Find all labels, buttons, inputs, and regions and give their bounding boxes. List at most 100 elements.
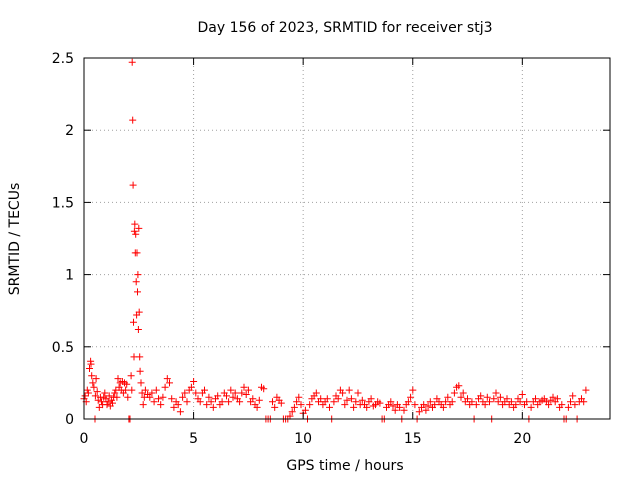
- x-axis-label: GPS time / hours: [286, 458, 403, 474]
- data-point: [129, 116, 137, 124]
- data-point: [114, 375, 122, 383]
- data-point: [343, 396, 351, 404]
- data-point: [532, 395, 539, 403]
- data-point: [334, 395, 342, 403]
- data-point: [152, 386, 160, 394]
- data-point: [98, 398, 105, 406]
- data-point: [567, 398, 574, 406]
- chart-title: Day 156 of 2023, SRMTID for receiver stj…: [198, 20, 493, 36]
- data-point: [439, 403, 447, 411]
- data-point: [141, 386, 149, 394]
- data-point: [455, 382, 463, 390]
- data-point: [253, 403, 261, 411]
- data-point: [404, 398, 412, 406]
- data-point: [205, 393, 213, 401]
- data-point: [363, 403, 371, 411]
- data-point: [483, 393, 491, 401]
- y-tick-label: 1: [65, 268, 74, 284]
- data-point: [131, 220, 139, 228]
- data-point: [297, 401, 305, 409]
- data-point: [89, 379, 97, 387]
- data-point: [229, 393, 237, 401]
- data-point: [130, 318, 137, 326]
- data-point: [448, 398, 456, 406]
- data-point: [376, 399, 384, 407]
- data-point: [134, 326, 142, 333]
- data-point: [218, 398, 226, 406]
- data-point: [133, 249, 141, 257]
- data-point: [104, 398, 112, 406]
- data-point: [407, 393, 415, 401]
- data-point: [472, 401, 480, 409]
- data-point: [223, 392, 230, 400]
- data-point: [367, 395, 375, 403]
- data-point: [494, 398, 502, 406]
- data-point: [166, 379, 173, 387]
- data-point: [260, 385, 268, 393]
- data-point: [468, 398, 476, 406]
- y-tick-label: 0.5: [52, 340, 74, 356]
- data-point: [155, 395, 162, 403]
- data-point: [486, 398, 493, 406]
- data-point: [183, 398, 191, 406]
- data-point: [181, 389, 189, 397]
- data-point: [148, 389, 156, 397]
- data-point: [549, 393, 557, 401]
- data-point: [203, 401, 211, 409]
- data-point: [396, 403, 404, 411]
- data-point: [512, 401, 520, 409]
- data-point: [88, 372, 96, 380]
- data-point: [516, 398, 524, 406]
- data-point: [138, 389, 146, 397]
- data-point: [582, 386, 590, 394]
- data-point: [146, 393, 154, 401]
- data-point: [128, 386, 136, 394]
- data-point: [490, 395, 498, 403]
- data-point: [523, 398, 531, 406]
- data-point: [295, 393, 303, 401]
- data-point: [442, 398, 450, 406]
- data-point: [101, 389, 109, 397]
- data-point: [130, 227, 138, 235]
- y-tick-label: 1.5: [52, 195, 74, 211]
- data-point: [352, 398, 360, 406]
- data-point: [326, 403, 333, 411]
- data-point: [255, 396, 263, 404]
- data-point: [201, 386, 208, 394]
- data-point: [124, 393, 132, 401]
- data-point: [225, 398, 233, 406]
- data-point: [389, 402, 397, 410]
- data-point: [135, 308, 143, 316]
- data-point: [339, 389, 347, 397]
- data-point: [545, 401, 553, 409]
- data-point: [231, 389, 239, 397]
- data-point: [127, 372, 135, 380]
- data-point: [132, 230, 140, 238]
- data-point: [161, 383, 169, 391]
- x-tick-label: 10: [294, 431, 312, 447]
- data-point: [123, 380, 131, 388]
- data-point: [277, 399, 285, 407]
- data-point: [244, 386, 252, 394]
- y-tick-label: 2.5: [52, 51, 74, 67]
- data-point: [163, 375, 171, 383]
- data-point: [400, 406, 408, 414]
- data-points: [80, 58, 590, 423]
- data-point: [426, 398, 434, 406]
- x-tick-label: 5: [189, 431, 198, 447]
- data-point: [137, 379, 145, 387]
- data-point: [134, 271, 142, 279]
- data-point: [330, 398, 338, 406]
- data-point: [111, 389, 119, 397]
- data-point: [135, 224, 143, 232]
- data-point: [83, 386, 91, 394]
- data-point: [93, 388, 101, 396]
- data-point: [290, 403, 298, 411]
- data-point: [187, 383, 195, 391]
- data-point: [159, 393, 167, 401]
- plot-frame: [83, 57, 611, 420]
- data-point: [207, 398, 215, 406]
- data-point: [209, 403, 217, 411]
- y-tick-label: 2: [65, 123, 74, 139]
- data-point: [424, 402, 432, 410]
